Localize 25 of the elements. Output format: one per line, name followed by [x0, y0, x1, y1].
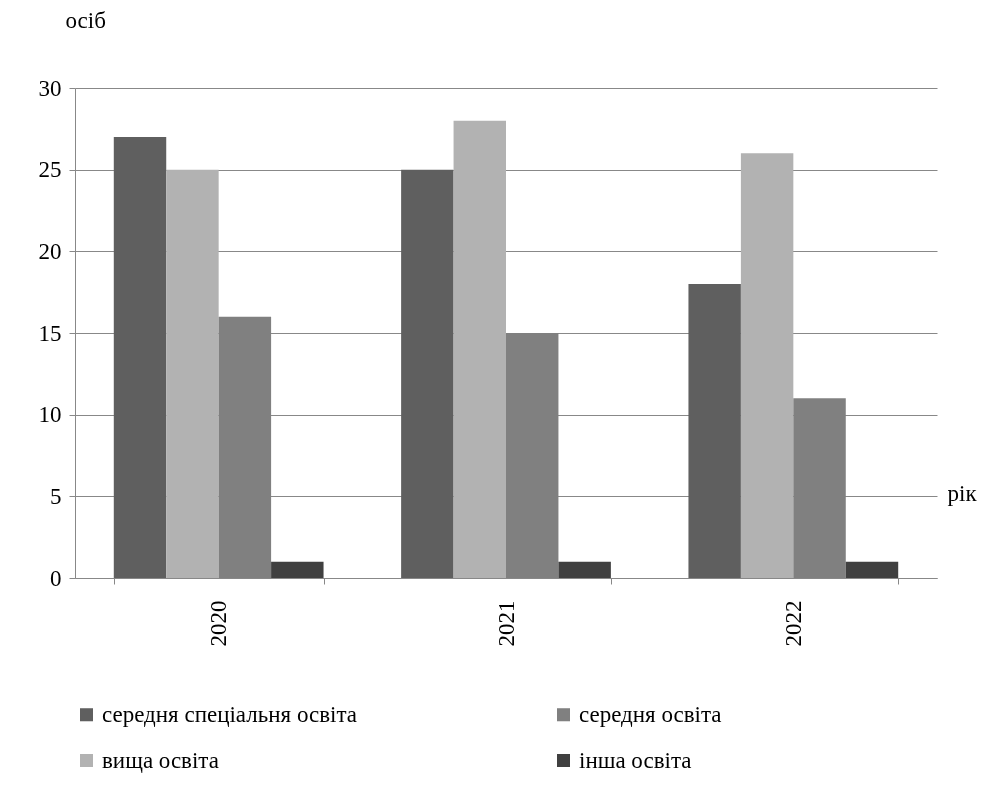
y-axis-title: осіб — [65, 7, 106, 33]
legend-label: інша освіта — [579, 747, 692, 773]
y-tick-label: 5 — [50, 483, 62, 509]
y-tick-label: 25 — [38, 157, 62, 183]
bar — [271, 561, 324, 578]
bar — [166, 169, 219, 578]
y-tick-label: 0 — [50, 565, 62, 591]
x-tick-label: 2022 — [780, 600, 806, 647]
bar — [740, 153, 794, 578]
y-tick-label: 30 — [38, 75, 62, 101]
bar — [688, 284, 741, 578]
x-tick-label: 2021 — [493, 600, 519, 647]
x-axis-title: рік — [947, 480, 978, 506]
bar — [401, 169, 454, 578]
y-tick-label: 20 — [38, 238, 62, 264]
legend-label: середня освіта — [579, 701, 722, 727]
bar — [453, 120, 506, 578]
legend-label: вища освіта — [102, 747, 219, 773]
x-tick-label: 2020 — [206, 600, 232, 647]
legend-label: середня спеціальня освіта — [102, 701, 357, 727]
bar — [113, 137, 167, 578]
y-tick-label: 10 — [38, 402, 62, 428]
y-tick-label: 15 — [38, 320, 62, 346]
bar — [558, 561, 611, 578]
bar — [845, 561, 899, 578]
